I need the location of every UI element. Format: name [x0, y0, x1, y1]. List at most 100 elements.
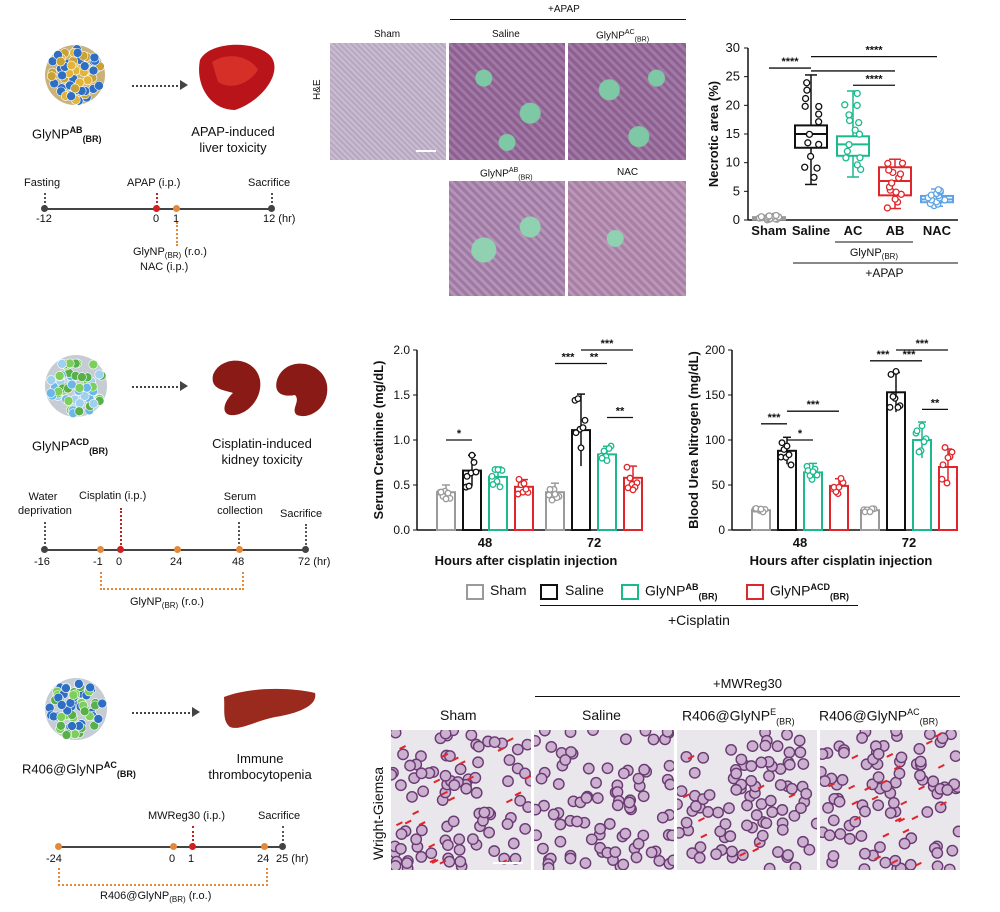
organ-label-c: Immune thrombocytopenia [208, 751, 312, 782]
rbc-cell [391, 860, 402, 870]
data-point [941, 444, 949, 451]
rbc-cell [746, 740, 759, 753]
rbc-cell [503, 754, 516, 766]
data-point [520, 479, 528, 487]
data-point [891, 195, 899, 203]
arrow-b [132, 386, 182, 388]
rbc-cell [800, 787, 813, 800]
rbc-cell [534, 734, 541, 747]
micrograph-sham-he [330, 43, 446, 160]
rbc-cell [582, 762, 595, 775]
data-point [778, 439, 786, 447]
event-water: Water deprivation [18, 491, 72, 517]
y-tick-label: 0.5 [393, 478, 410, 492]
micro-col-sham-c: Sham [440, 707, 477, 723]
micro-col-saline: Saline [492, 29, 520, 40]
rbc-cell [590, 776, 602, 789]
kidney-icon [212, 360, 328, 417]
y-axis-label: Blood Urea Nitrogen (mg/dL) [686, 351, 701, 529]
data-point [581, 416, 589, 424]
rbc-cell [786, 782, 798, 795]
tick: 0 [153, 213, 160, 225]
platelet-arrow [934, 732, 942, 738]
legend-swatch-sham [466, 584, 484, 600]
rbc-cell [522, 801, 531, 813]
data-point [813, 164, 821, 172]
data-point [444, 489, 452, 497]
legend-swatch-acd [746, 584, 764, 600]
np-label-b: GlyNPACD(BR) [32, 437, 109, 456]
rbc-cell [632, 772, 645, 785]
np-sphere [77, 372, 87, 382]
platelet-arrow [893, 765, 901, 771]
platelet-arrow [848, 784, 856, 790]
data-point [629, 486, 637, 494]
data-point [577, 444, 585, 452]
sig-label: **** [781, 56, 799, 68]
platelet-arrow [911, 815, 919, 821]
platelet-arrow [900, 800, 908, 806]
micrograph-r406-e-wg [677, 730, 817, 870]
platelet-arrow [880, 779, 888, 785]
y-tick-label: 10 [726, 155, 740, 170]
np-sphere [79, 706, 90, 717]
rbc-cell [941, 783, 954, 796]
rbc-cell [394, 842, 407, 855]
rbc-cell [554, 835, 567, 848]
rbc-cell [603, 818, 616, 830]
rbc-cell [797, 758, 810, 770]
rbc-cell [893, 767, 906, 780]
rbc-cell [895, 751, 908, 764]
rbc-cell [639, 730, 652, 737]
y-tick-label: 200 [705, 343, 725, 357]
data-point [841, 101, 849, 109]
tick: 0 [169, 853, 176, 865]
rbc-cell [478, 806, 491, 819]
rbc-cell [887, 797, 900, 809]
rbc-cell [617, 858, 630, 870]
data-point [522, 485, 530, 493]
np-sphere [61, 683, 71, 693]
rbc-cell [914, 769, 926, 782]
event-sacrifice-c: Sacrifice [258, 810, 301, 822]
legend-swatch-saline [540, 584, 558, 600]
rbc-cell [645, 846, 658, 859]
data-point [806, 152, 815, 161]
group-line [450, 19, 686, 20]
micro-row-wg: Wright-Giemsa [370, 766, 386, 860]
platelet-arrow [882, 832, 890, 838]
tick: 1 [188, 853, 195, 865]
data-point [470, 458, 478, 466]
np-sphere [54, 371, 65, 381]
np-sphere [46, 388, 56, 398]
rbc-cell [552, 778, 565, 790]
rbc-cell [793, 734, 806, 747]
rbc-cell [719, 818, 732, 830]
data-point [934, 186, 943, 194]
rbc-cell [702, 806, 714, 818]
data-point [845, 140, 853, 149]
rbc-cell [745, 774, 758, 787]
rbc-cell [472, 756, 484, 769]
event-mwreg30: MWReg30 (i.p.) [148, 810, 226, 822]
np-sphere [61, 730, 72, 740]
rbc-cell [453, 843, 466, 856]
data-point [626, 474, 634, 482]
rbc-cell [774, 779, 787, 791]
rbc-cell [664, 778, 674, 791]
rbc-cell [904, 858, 917, 870]
y-tick-label: 1.0 [393, 433, 410, 447]
data-point [809, 468, 817, 476]
np-sphere [89, 52, 100, 63]
arrowhead-b [180, 381, 188, 391]
rbc-cell [677, 826, 685, 839]
data-point [551, 490, 559, 498]
rbc-cell [764, 794, 777, 807]
rbc-cell [859, 847, 871, 860]
micro-col-glynp-ab: GlyNPAB(BR) [480, 167, 533, 182]
rbc-cell [611, 799, 624, 812]
rbc-cell [856, 732, 868, 744]
data-point [896, 170, 905, 178]
micro-col-nac: NAC [617, 167, 639, 178]
y-tick-label: 100 [705, 433, 725, 447]
